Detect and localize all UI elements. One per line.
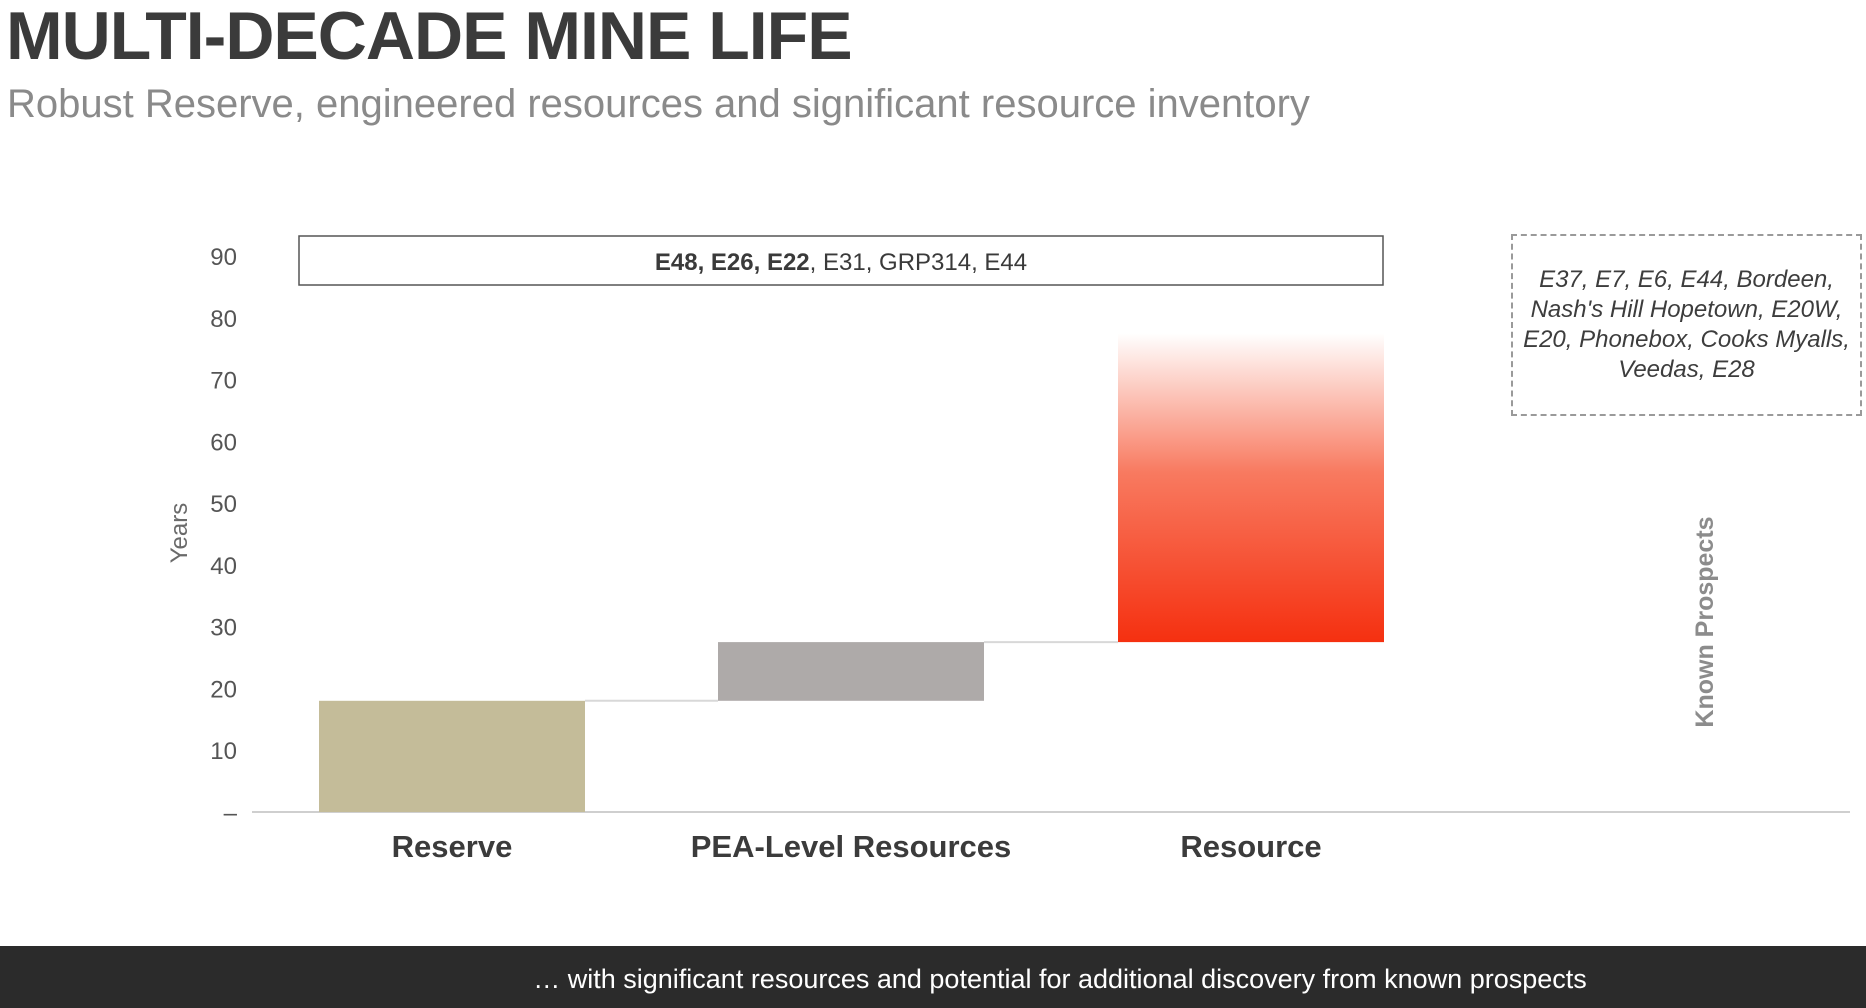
y-tick-label: 30	[210, 615, 237, 642]
bar-2	[718, 642, 984, 701]
known-prospects-label: Known Prospects	[1691, 516, 1719, 727]
y-tick-label: 80	[210, 306, 237, 333]
known-prospects-list: E37, E7, E6, E44, Bordeen, Nash's Hill H…	[1523, 266, 1850, 383]
y-tick-label: 10	[210, 738, 237, 765]
footer-bar: … with significant resources and potenti…	[0, 946, 1866, 1008]
page-subtitle: Robust Reserve, engineered resources and…	[7, 82, 1310, 126]
y-tick-label: 90	[210, 244, 237, 271]
bar-3	[1118, 333, 1384, 643]
banner-segment: E48, E26, E22	[655, 249, 810, 276]
footer-text: … with significant resources and potenti…	[533, 964, 1587, 994]
y-tick-label: 70	[210, 368, 237, 395]
deposit-banner: E48, E26, E22, E31, GRP314, E44	[298, 235, 1384, 286]
y-tick-label: 20	[210, 676, 237, 703]
mine-life-chart: E48, E26, E22, E31, GRP314, E44 – 10 20 30 4…	[166, 235, 1850, 864]
bar-1	[319, 700, 585, 812]
category-label: Reserve	[392, 829, 513, 864]
known-prospects-box: E37, E7, E6, E44, Bordeen, Nash's Hill H…	[1511, 234, 1862, 416]
banner-segment: , E31, GRP314, E44	[810, 249, 1027, 276]
y-tick-label: 40	[210, 553, 237, 580]
category-label: PEA-Level Resources	[691, 829, 1011, 864]
y-tick-label: –	[224, 800, 238, 827]
page-title: MULTI-DECADE MINE LIFE	[6, 0, 853, 74]
y-axis-label: Years	[166, 503, 193, 564]
deposit-banner-text: E48, E26, E22, E31, GRP314, E44	[655, 249, 1027, 276]
y-tick-label: 60	[210, 429, 237, 456]
category-label: Resource	[1180, 829, 1321, 864]
y-tick-label: 50	[210, 491, 237, 518]
